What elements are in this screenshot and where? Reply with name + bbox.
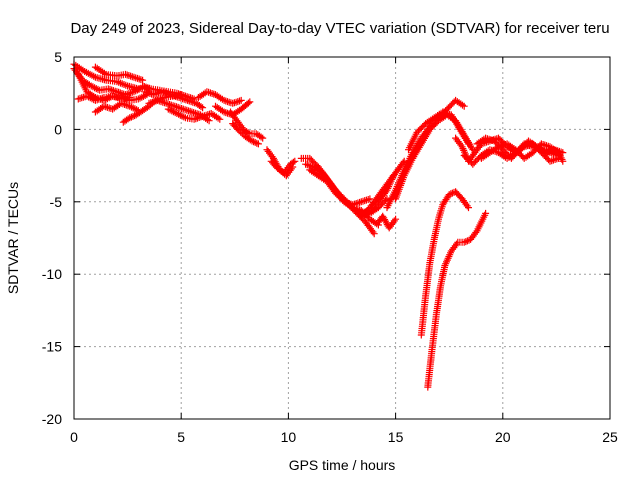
series-arc-5 (91, 63, 147, 84)
series-arc-14 (227, 108, 267, 142)
x-tick-label: 0 (70, 429, 78, 445)
x-axis-label: GPS time / hours (289, 457, 396, 473)
series-arc-12 (194, 88, 245, 107)
data-point-markers (357, 157, 408, 220)
y-tick-label: -15 (42, 339, 62, 355)
data-point-markers (267, 157, 299, 177)
x-tick-label: 15 (388, 429, 404, 445)
y-tick-label: -5 (50, 194, 63, 210)
y-tick-label: -10 (42, 266, 62, 282)
data-point-markers (424, 209, 490, 391)
y-tick-label: 0 (54, 121, 62, 137)
series-arc-6 (91, 99, 142, 116)
data-point-markers (229, 120, 262, 148)
data-point-markers (74, 92, 134, 104)
chart-title: Day 249 of 2023, Sidereal Day-to-day VTE… (70, 20, 609, 37)
x-tick-label: 5 (177, 429, 185, 445)
series-arc-24 (374, 212, 400, 232)
series-arc-9 (141, 88, 207, 112)
x-tick-label: 20 (495, 429, 511, 445)
data-point-markers (91, 99, 142, 116)
data-point-markers (194, 88, 245, 107)
plot-frame (73, 56, 611, 420)
series-arc-29 (424, 209, 490, 391)
axis-ticks: 0 5 10 15 20 25 5 0 -5 -10 -15 -20 (42, 49, 618, 445)
x-tick-label: 10 (281, 429, 297, 445)
data-point-markers (417, 188, 472, 339)
data-point-markers (91, 63, 147, 84)
data-marks (70, 60, 567, 391)
data-point-markers (477, 140, 567, 165)
series-arc-4 (74, 92, 134, 104)
y-tick-label: 5 (54, 49, 62, 65)
data-point-markers (164, 105, 224, 123)
series-arc-33 (477, 140, 567, 165)
data-point-markers (141, 88, 207, 112)
series-arc-28 (417, 188, 472, 339)
data-point-markers (227, 108, 267, 142)
series-arc-23 (357, 157, 408, 220)
series-arc-17 (267, 157, 299, 177)
series-arc-15 (229, 120, 262, 148)
series-arc-27 (405, 108, 472, 154)
y-tick-label: -20 (42, 411, 62, 427)
gridlines (74, 57, 610, 419)
data-point-markers (374, 212, 400, 232)
y-axis-label: SDTVAR / TECUs (5, 182, 21, 294)
data-point-markers (405, 108, 472, 154)
x-tick-label: 25 (602, 429, 618, 445)
series-arc-11 (164, 105, 224, 123)
